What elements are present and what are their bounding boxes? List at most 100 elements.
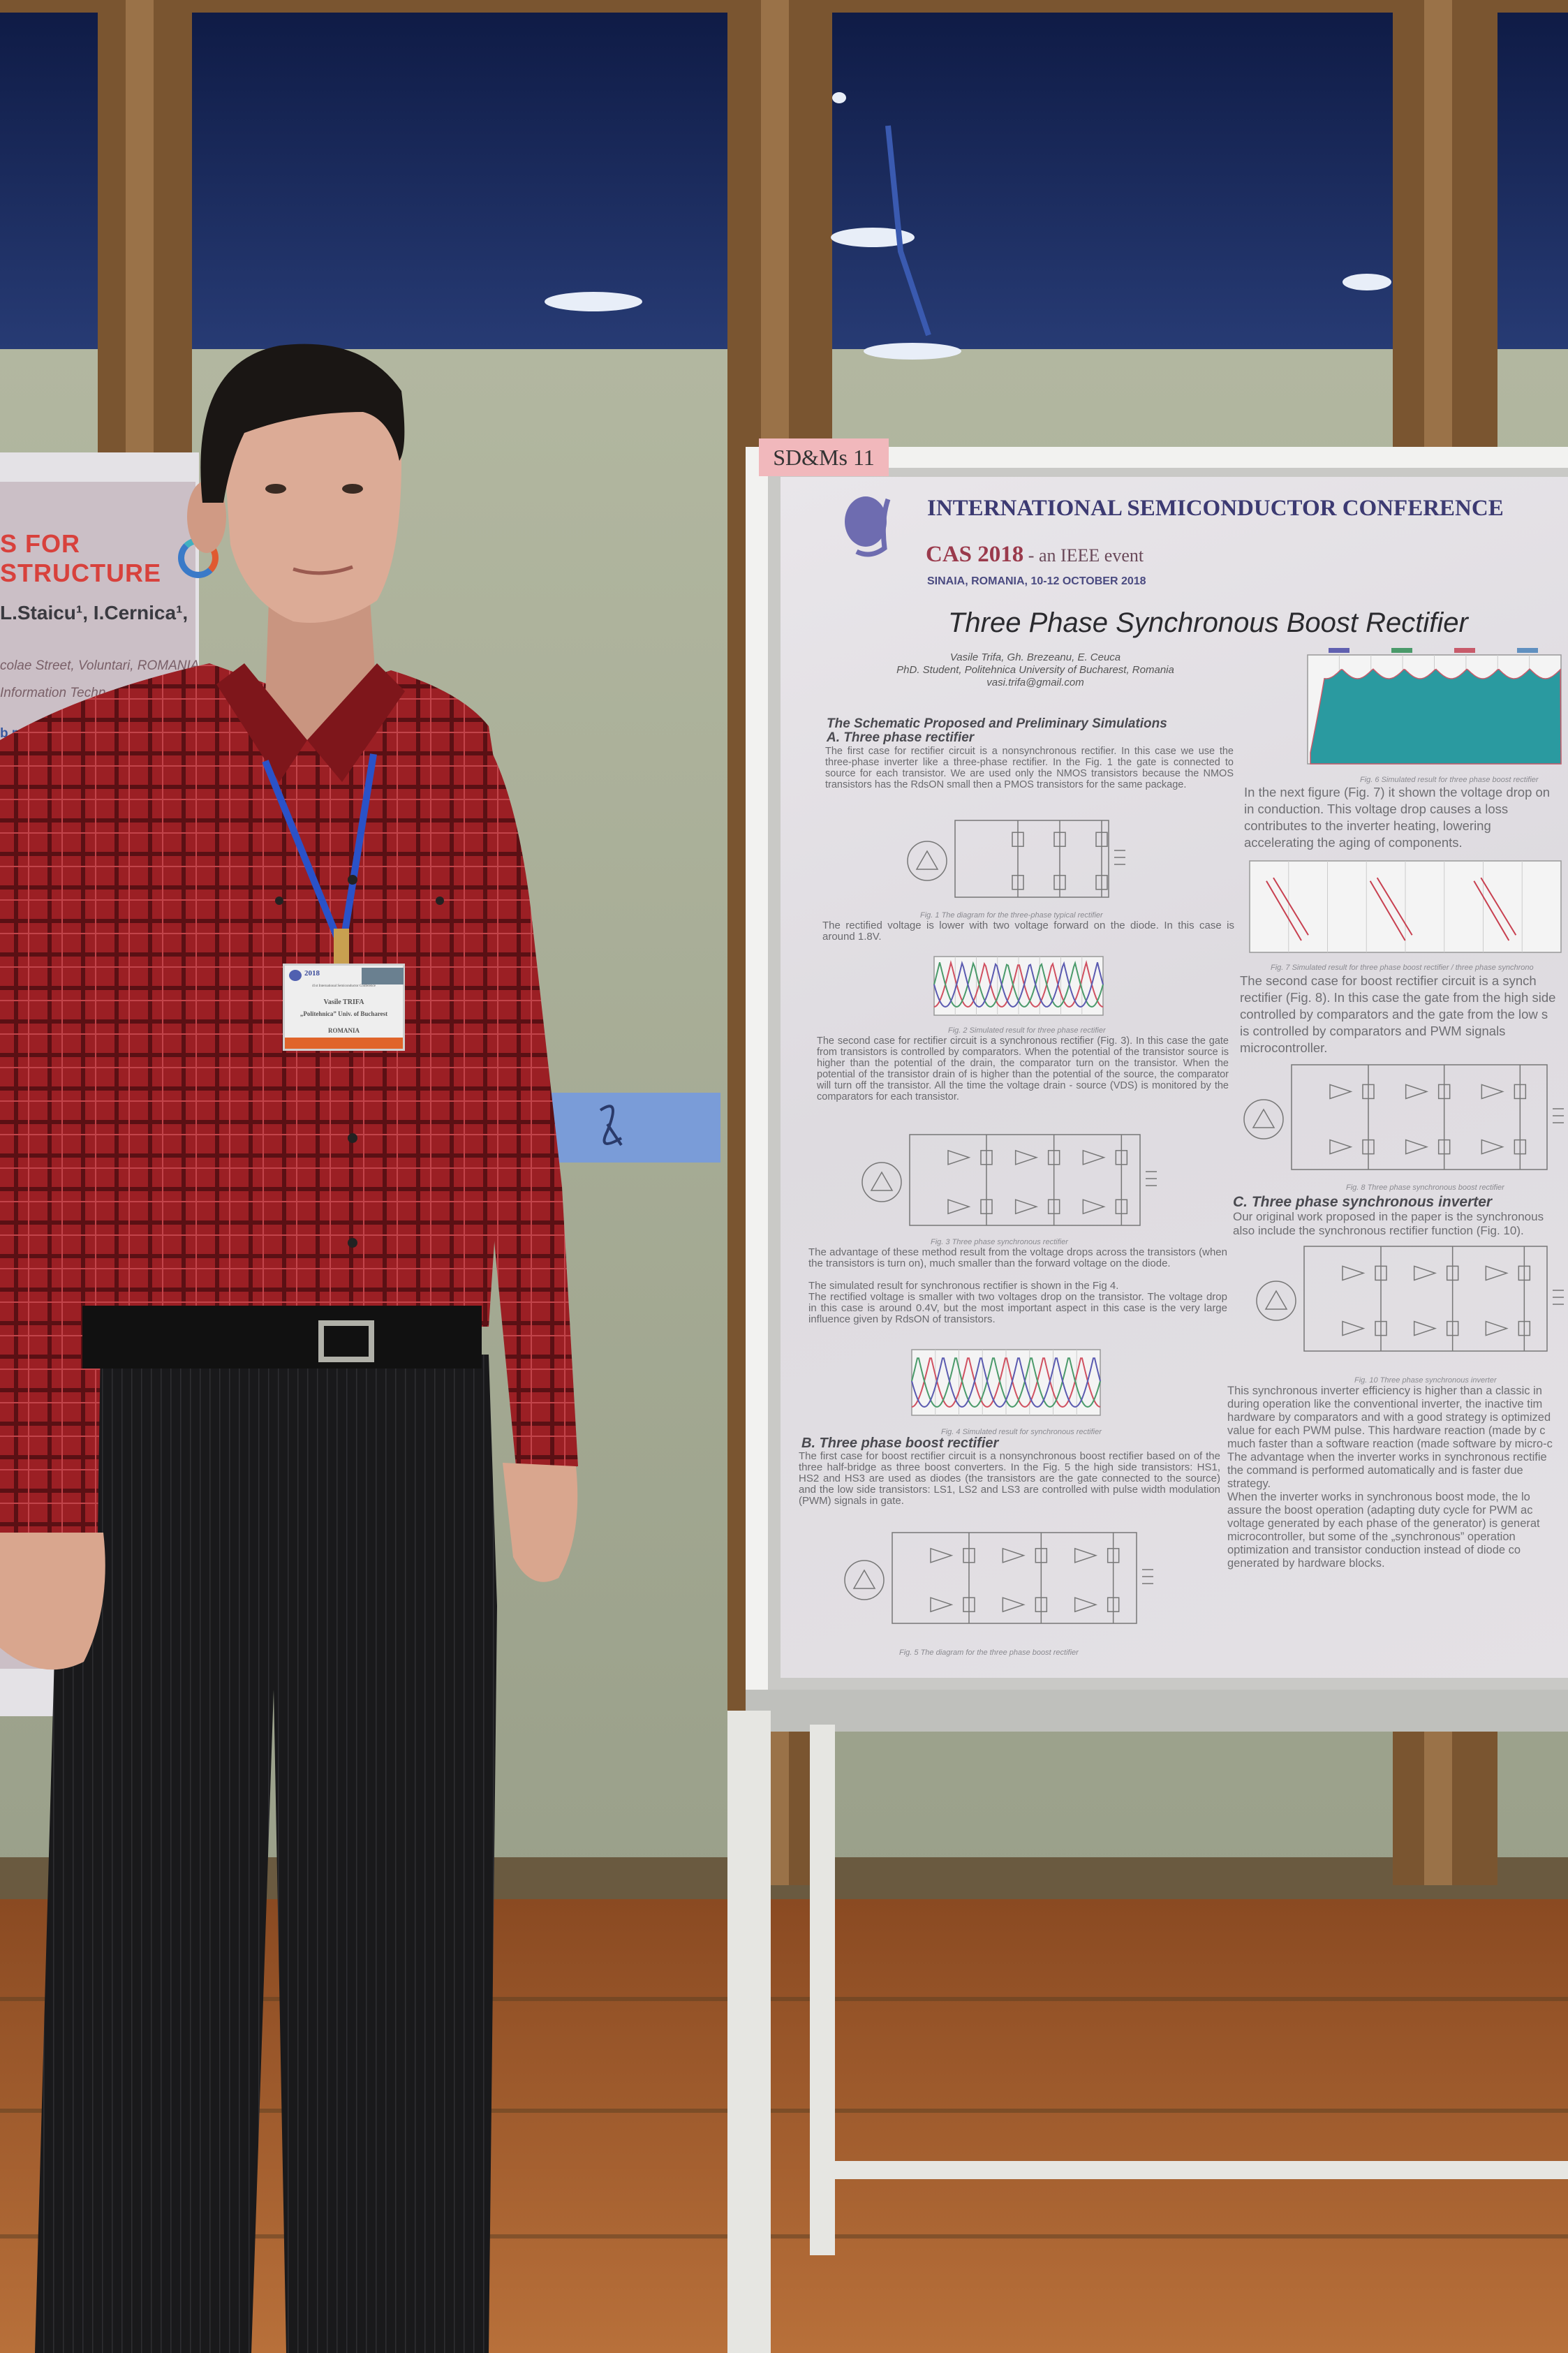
figure-10-circuit (1256, 1246, 1564, 1352)
figure-10-caption: Fig. 10 Three phase synchronous inverter (1354, 1376, 1497, 1385)
comparator-symbol (930, 1547, 954, 1563)
voltage-drop-trace (1369, 877, 1413, 941)
transistor-symbol (1107, 1548, 1120, 1563)
affiliation: PhD. Student, Politehnica University of … (896, 664, 1174, 676)
figure-1-circuit (907, 820, 1125, 898)
right-hand (503, 1463, 578, 1582)
figure-6-caption: Fig. 6 Simulated result for three phase … (1360, 776, 1539, 784)
transistor-symbol (980, 1199, 993, 1214)
comparator-symbol (1405, 1139, 1429, 1155)
transistor-symbol (1047, 1199, 1060, 1214)
paragraph-a3: The second case for rectifier circuit is… (817, 1035, 1229, 1102)
comparator-symbol (1002, 1547, 1026, 1563)
badge-logo (289, 970, 302, 981)
transistor-symbol (1514, 1139, 1527, 1155)
belt (82, 1306, 482, 1369)
figure-3-circuit (861, 1134, 1157, 1226)
badge-name: Vasile TRIFA (323, 998, 364, 1006)
transistor-symbol (963, 1597, 975, 1612)
legend-swatch (1391, 648, 1412, 653)
circuit-bus (1303, 1246, 1548, 1352)
capacitor-symbol (1553, 1108, 1564, 1123)
transistor-symbol (1375, 1320, 1387, 1336)
transistor-symbol (1095, 832, 1108, 847)
poster-title: Three Phase Synchronous Boost Rectifier (948, 607, 1468, 638)
figure-8-caption: Fig. 8 Three phase synchronous boost rec… (1346, 1183, 1504, 1192)
pants (35, 1355, 497, 2353)
transistor-symbol (1518, 1320, 1531, 1336)
name-badge: 2018 41st International Semiconductor Co… (283, 964, 405, 1051)
face (223, 363, 401, 623)
left-poster-address: colae Street, Voluntari, ROMANIA (0, 658, 200, 673)
transistor-symbol (980, 1150, 993, 1165)
comparator-symbol (1074, 1547, 1098, 1563)
capacitor-symbol (1114, 850, 1125, 865)
transistor-symbol (1514, 1084, 1527, 1100)
poster-authors: Vasile Trifa, Gh. Brezeanu, E. Ceuca PhD… (885, 651, 1185, 689)
comparator-symbol (947, 1199, 971, 1215)
comparator-symbol (1329, 1139, 1353, 1155)
paragraph-a4: The advantage of these method result fro… (808, 1246, 1227, 1269)
left-poster-affiliation: Information Techn (0, 686, 106, 700)
belt-buckle (318, 1320, 374, 1362)
transistor-symbol (1047, 1150, 1060, 1165)
left-poster-authors: L.Staicu¹, I.Cernica¹, (0, 602, 188, 624)
transistor-symbol (1115, 1150, 1128, 1165)
conference-edition: CAS 2018 - an IEEE event (926, 542, 1144, 568)
ceiling-light-reflections (545, 92, 1391, 360)
transistor-symbol (1012, 832, 1024, 847)
section-heading-c: C. Three phase synchronous inverter (1233, 1194, 1493, 1210)
comparator-symbol (1329, 1084, 1353, 1100)
transistor-symbol (963, 1548, 975, 1563)
capacitor-symbol (1553, 1290, 1564, 1305)
circuit-bus (954, 820, 1109, 898)
voltage-drop-trace (1266, 877, 1309, 941)
transistor-symbol (1035, 1548, 1048, 1563)
paragraph-right-1: In the next figure (Fig. 7) it shown the… (1244, 785, 1551, 850)
legend-swatch (1329, 648, 1349, 653)
generator-symbol (1243, 1099, 1284, 1139)
transistor-symbol (1437, 1139, 1451, 1155)
transistor-symbol (1035, 1597, 1048, 1612)
left-hand (0, 1533, 105, 1670)
section-heading-main: The Schematic Proposed and Preliminary S… (827, 716, 1167, 731)
ieee-label: - an IEEE event (1023, 545, 1144, 566)
figure-6-waveform (1307, 648, 1562, 765)
paragraph-a2: The rectified voltage is lower with two … (822, 920, 1234, 943)
cas-logo (845, 496, 891, 557)
transistor-symbol (1012, 875, 1024, 890)
comparator-symbol (930, 1597, 954, 1613)
section-heading-a: A. Three phase rectifier (827, 730, 975, 745)
circuit-bus (1291, 1064, 1548, 1170)
badge-photo-strip (362, 968, 404, 984)
generator-windings (870, 1171, 894, 1191)
transistor-symbol (1053, 832, 1066, 847)
paragraph-a5: The simulated result for synchronous rec… (808, 1280, 1119, 1292)
collar (216, 663, 405, 782)
figure-2-caption: Fig. 2 Simulated result for three phase … (948, 1026, 1106, 1035)
generator-windings (1264, 1290, 1288, 1310)
generator-symbol (907, 841, 947, 881)
figure-7-waveform (1249, 860, 1562, 953)
figure-1-caption: Fig. 1 The diagram for the three-phase t… (920, 911, 1103, 920)
circuit-bus (892, 1532, 1137, 1624)
comparator-symbol (1413, 1320, 1437, 1336)
transistor-symbol (1518, 1265, 1531, 1281)
paragraph-right-3: Our original work proposed in the paper … (1233, 1210, 1544, 1237)
legend-swatch (1454, 648, 1475, 653)
transistor-symbol (1446, 1265, 1459, 1281)
comparator-symbol (1342, 1265, 1366, 1281)
badge-country: ROMANIA (328, 1027, 360, 1034)
figure-7-caption: Fig. 7 Simulated result for three phase … (1271, 964, 1534, 972)
paragraph-right-4: This synchronous inverter efficiency is … (1227, 1385, 1553, 1570)
badge-affiliation: „Politehnica” Univ. of Bucharest (299, 1010, 388, 1017)
comparator-symbol (1481, 1084, 1504, 1100)
transistor-symbol (1053, 875, 1066, 890)
paragraph-a1: The first case for rectifier circuit is … (825, 746, 1234, 790)
comparator-symbol (1002, 1597, 1026, 1613)
left-poster-title-2: STRUCTURE (0, 559, 161, 587)
shirt-left-sleeve (0, 740, 105, 1536)
transistor-symbol (1107, 1597, 1120, 1612)
paragraph-right-2: The second case for boost rectifier circ… (1240, 973, 1556, 1055)
